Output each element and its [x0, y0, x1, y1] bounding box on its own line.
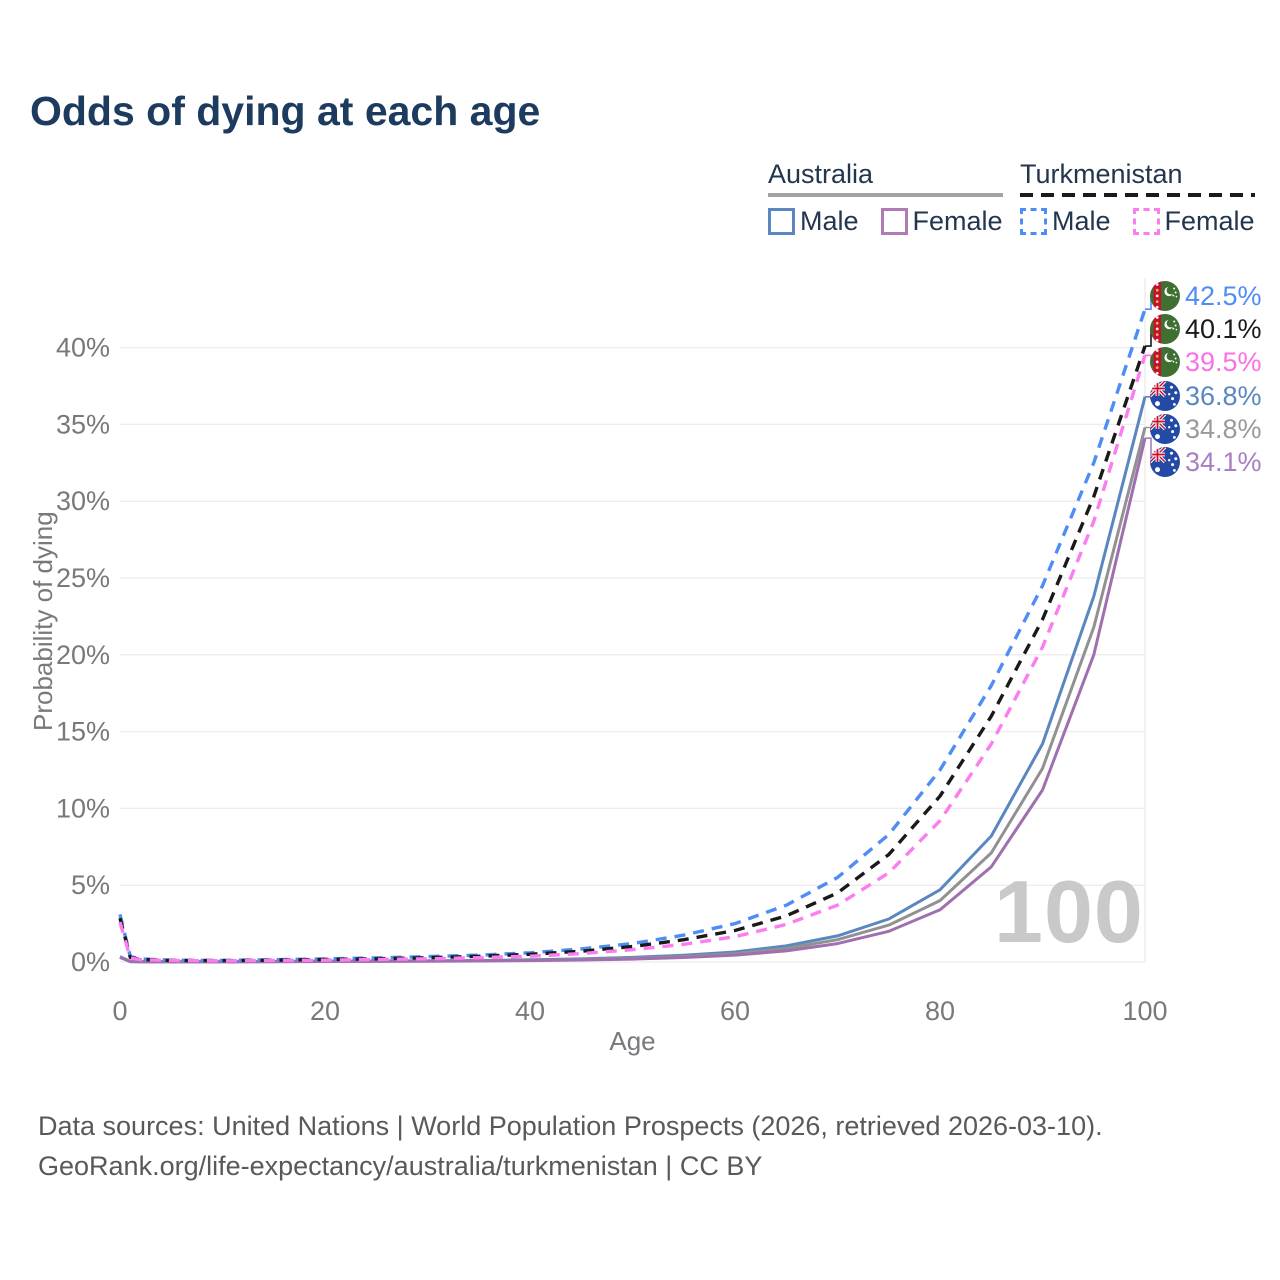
- data-sources-text: Data sources: United Nations | World Pop…: [38, 1111, 1103, 1141]
- legend-group-turkmenistan: Turkmenistan Male Female: [1020, 159, 1255, 237]
- series-line-turkmenistan-male: [118, 308, 1147, 963]
- series-line-australia-female: [119, 437, 1147, 964]
- australia-flag-icon: [1150, 447, 1180, 477]
- georank-url-text[interactable]: GeoRank.org/life-expectancy/australia/tu…: [38, 1151, 763, 1181]
- end-label-turkmenistan-both: 40.1%: [1150, 313, 1262, 345]
- x-tick-label: 20: [310, 996, 340, 1026]
- x-tick-label: 0: [112, 996, 127, 1026]
- legend-group-australia: Australia Male Female: [768, 159, 1003, 237]
- legend-swatch-turkmenistan-female: [1132, 207, 1160, 235]
- legend-item-australia-male[interactable]: Male: [768, 206, 859, 237]
- legend-line-sample-turkmenistan: [1020, 192, 1255, 197]
- y-tick-label: 25%: [56, 563, 110, 593]
- legend-label-turkmenistan-female: Female: [1164, 205, 1255, 236]
- series-line-turkmenistan-both-sexes: [118, 345, 1147, 963]
- legend-label-australia-female: Female: [912, 205, 1003, 236]
- y-tick-label: 5%: [71, 870, 110, 900]
- y-tick-label: 35%: [56, 409, 110, 439]
- series-line-turkmenistan-female: [118, 354, 1147, 963]
- turkmenistan-flag-icon: [1150, 347, 1180, 377]
- legend-label-australia-male: Male: [800, 205, 859, 236]
- x-tick-label: 80: [925, 996, 955, 1026]
- legend-line-sample-australia: [768, 192, 1003, 197]
- age-frame-watermark: 100: [994, 862, 1144, 961]
- legend-swatch-australia-female: [880, 207, 908, 235]
- x-axis-title: Age: [609, 1026, 656, 1056]
- x-tick-label: 40: [515, 996, 545, 1026]
- y-tick-label: 0%: [71, 947, 110, 977]
- turkmenistan-flag-icon: [1150, 281, 1180, 311]
- legend-label-turkmenistan-male: Male: [1052, 205, 1111, 236]
- legend-swatch-turkmenistan-male: [1020, 207, 1047, 235]
- y-tick-label: 20%: [56, 640, 110, 670]
- legend-country-turkmenistan[interactable]: Turkmenistan: [1020, 159, 1183, 189]
- footer: Data sources: United Nations | World Pop…: [38, 1106, 1103, 1186]
- end-value-turkmenistan-male: 42.5%: [1185, 280, 1262, 311]
- end-value-australia-both: 34.8%: [1185, 413, 1262, 444]
- legend-country-australia[interactable]: Australia: [768, 159, 874, 189]
- y-tick-label: 10%: [56, 793, 110, 823]
- y-tick-label: 30%: [56, 486, 110, 516]
- legend-item-australia-female[interactable]: Female: [880, 205, 1003, 237]
- legend-item-turkmenistan-female[interactable]: Female: [1132, 205, 1255, 237]
- end-value-australia-female: 34.1%: [1185, 446, 1262, 477]
- legend-swatch-australia-male: [768, 207, 795, 235]
- page-title: Odds of dying at each age: [30, 88, 541, 134]
- x-tick-label: 100: [1122, 996, 1167, 1026]
- turkmenistan-flag-icon: [1150, 314, 1180, 344]
- x-tick-label: 60: [720, 996, 750, 1026]
- australia-flag-icon: [1150, 381, 1180, 411]
- y-tick-label: 40%: [56, 333, 110, 363]
- end-label-australia-male: 36.8%: [1150, 380, 1262, 412]
- end-label-turkmenistan-male: 42.5%: [1150, 280, 1262, 312]
- series-line-australia-both-sexes: [119, 427, 1147, 964]
- end-label-turkmenistan-female: 39.5%: [1150, 346, 1262, 378]
- legend-item-turkmenistan-male[interactable]: Male: [1020, 206, 1111, 237]
- end-value-turkmenistan-both: 40.1%: [1185, 313, 1262, 344]
- series-line-australia-male: [119, 396, 1147, 964]
- y-axis-title: Probability of dying: [28, 511, 58, 731]
- end-value-turkmenistan-female: 39.5%: [1185, 346, 1262, 377]
- end-value-australia-male: 36.8%: [1185, 380, 1262, 411]
- australia-flag-icon: [1150, 414, 1180, 444]
- end-label-australia-female: 34.1%: [1150, 446, 1262, 478]
- y-tick-label: 15%: [56, 717, 110, 747]
- end-label-australia-both: 34.8%: [1150, 413, 1262, 445]
